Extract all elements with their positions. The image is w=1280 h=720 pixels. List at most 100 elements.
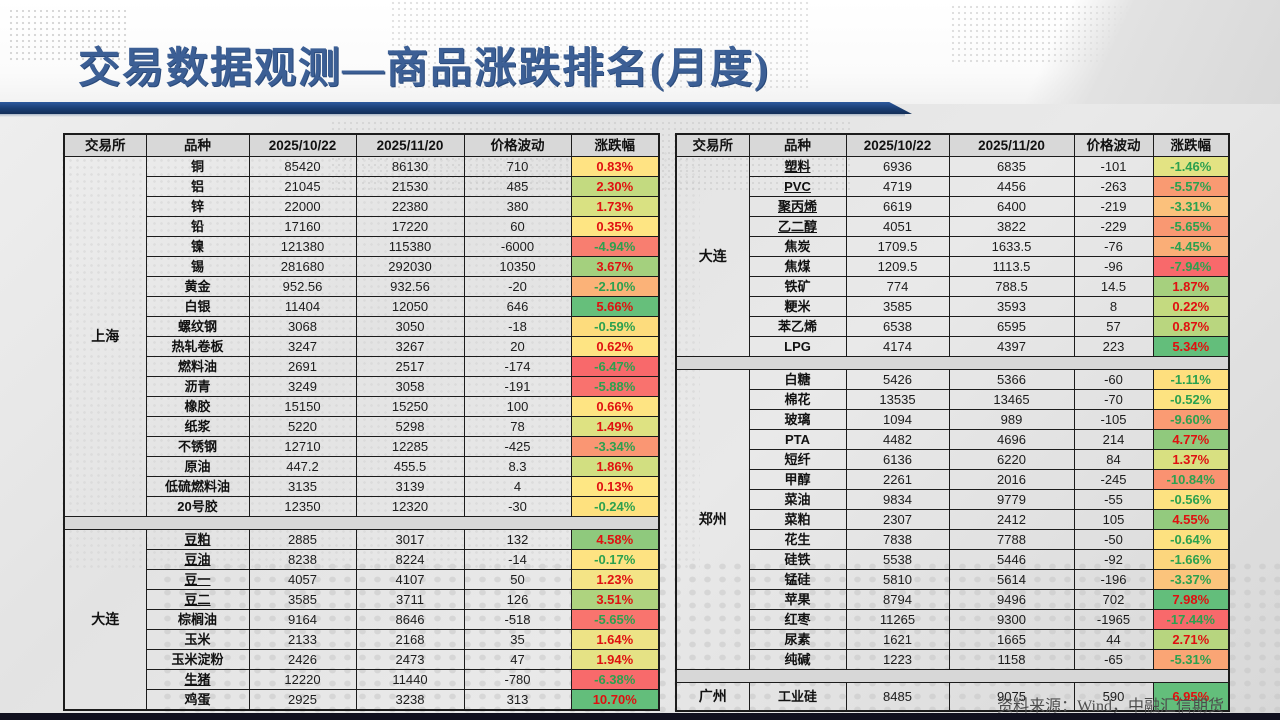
- commodity-name: 生猪: [145, 669, 250, 690]
- price-change: -219: [1073, 196, 1154, 217]
- pct-change-cell: -4.94%: [570, 236, 660, 257]
- pct-change-cell: 3.51%: [570, 589, 660, 610]
- commodity-name: 螺纹钢: [145, 316, 250, 337]
- column-header: 2025/11/20: [948, 133, 1075, 157]
- pct-change-cell: -6.38%: [570, 669, 660, 690]
- price-end: 2168: [355, 629, 465, 650]
- price-change: 50: [463, 569, 572, 590]
- price-change: 313: [463, 689, 572, 711]
- table-row: 橡胶 15150 15250 100 0.66%: [64, 396, 660, 417]
- pct-change-cell: -17.44%: [1152, 609, 1230, 630]
- commodity-name: 20号胶: [145, 496, 250, 517]
- price-end: 21530: [355, 176, 465, 197]
- table-row: 沥青 3249 3058 -191 -5.88%: [64, 376, 660, 397]
- price-end: 15250: [355, 396, 465, 417]
- table-row: 锡 281680 292030 10350 3.67%: [64, 256, 660, 277]
- commodity-name: 不锈钢: [145, 436, 250, 457]
- price-change: 44: [1073, 629, 1154, 650]
- commodity-name: 硅铁: [748, 549, 847, 570]
- price-end: 6595: [948, 316, 1075, 337]
- price-change: 8.3: [463, 456, 572, 477]
- pct-change-cell: -0.52%: [1152, 389, 1230, 410]
- table-row: 鸡蛋 2925 3238 313 10.70%: [64, 689, 660, 711]
- pct-change-cell: 0.62%: [570, 336, 660, 357]
- price-change: 223: [1073, 336, 1154, 357]
- price-end: 989: [948, 409, 1075, 430]
- price-start: 12350: [248, 496, 357, 517]
- section-separator: [63, 516, 660, 530]
- pct-change-cell: 2.30%: [570, 176, 660, 197]
- price-start: 6936: [845, 156, 950, 177]
- table-row: 玉米 2133 2168 35 1.64%: [64, 629, 660, 650]
- commodity-name: 热轧卷板: [145, 336, 250, 357]
- price-end: 8224: [355, 549, 465, 570]
- table-row: LPG 4174 4397 223 5.34%: [676, 336, 1230, 357]
- commodity-name: 短纤: [748, 449, 847, 470]
- pct-change-cell: 1.23%: [570, 569, 660, 590]
- price-change: -101: [1073, 156, 1154, 177]
- pct-change-cell: 3.67%: [570, 256, 660, 277]
- commodity-name: 纯碱: [748, 649, 847, 670]
- table-row: 菜油 9834 9779 -55 -0.56%: [676, 489, 1230, 510]
- commodity-name: 白银: [145, 296, 250, 317]
- table-row: 棕榈油 9164 8646 -518 -5.65%: [64, 609, 660, 630]
- pct-change-cell: 7.98%: [1152, 589, 1230, 610]
- commodity-name: 乙二醇: [748, 216, 847, 237]
- price-end: 2473: [355, 649, 465, 670]
- commodity-name: 菜粕: [748, 509, 847, 530]
- table-row: 菜粕 2307 2412 105 4.55%: [676, 509, 1230, 530]
- table-row: PVC 4719 4456 -263 -5.57%: [676, 176, 1230, 197]
- price-start: 4051: [845, 216, 950, 237]
- column-header: 交易所: [675, 133, 750, 157]
- pct-change-cell: -0.56%: [1152, 489, 1230, 510]
- commodity-name: 铝: [145, 176, 250, 197]
- pct-change-cell: -0.59%: [570, 316, 660, 337]
- price-change: 132: [463, 529, 572, 550]
- pct-change-cell: 10.70%: [570, 689, 660, 711]
- commodity-name: 玉米: [145, 629, 250, 650]
- price-end: 1633.5: [948, 236, 1075, 257]
- price-end: 3711: [355, 589, 465, 610]
- table-row: 铅 17160 17220 60 0.35%: [64, 216, 660, 237]
- price-change: 14.5: [1073, 276, 1154, 297]
- price-start: 3249: [248, 376, 357, 397]
- price-start: 17160: [248, 216, 357, 237]
- price-start: 281680: [248, 256, 357, 277]
- commodity-name: 苹果: [748, 589, 847, 610]
- price-start: 85420: [248, 156, 357, 177]
- price-change: 710: [463, 156, 572, 177]
- header-dot-grid-center: [390, 0, 810, 92]
- price-end: 788.5: [948, 276, 1075, 297]
- price-end: 13465: [948, 389, 1075, 410]
- commodity-name: 铁矿: [748, 276, 847, 297]
- price-change: -1965: [1073, 609, 1154, 630]
- price-start: 1709.5: [845, 236, 950, 257]
- price-change: 4: [463, 476, 572, 497]
- price-change: -245: [1073, 469, 1154, 490]
- header-dot-grid-left: [8, 8, 128, 62]
- table-row: 短纤 6136 6220 84 1.37%: [676, 449, 1230, 470]
- exchange-cell: 大连: [675, 156, 750, 357]
- price-change: -425: [463, 436, 572, 457]
- table-row: 白银 11404 12050 646 5.66%: [64, 296, 660, 317]
- price-change: -70: [1073, 389, 1154, 410]
- pct-change-cell: 0.35%: [570, 216, 660, 237]
- price-change: -18: [463, 316, 572, 337]
- table-row: 尿素 1621 1665 44 2.71%: [676, 629, 1230, 650]
- commodity-name: 甲醇: [748, 469, 847, 490]
- commodity-name: 聚丙烯: [748, 196, 847, 217]
- table-row: 黄金 952.56 932.56 -20 -2.10%: [64, 276, 660, 297]
- price-change: 84: [1073, 449, 1154, 470]
- pct-change-cell: -4.45%: [1152, 236, 1230, 257]
- table-row: 聚丙烯 6619 6400 -219 -3.31%: [676, 196, 1230, 217]
- price-end: 1665: [948, 629, 1075, 650]
- pct-change-cell: 0.66%: [570, 396, 660, 417]
- price-change: 47: [463, 649, 572, 670]
- table-row: 苯乙烯 6538 6595 57 0.87%: [676, 316, 1230, 337]
- price-change: 20: [463, 336, 572, 357]
- commodity-name: 红枣: [748, 609, 847, 630]
- price-start: 6619: [845, 196, 950, 217]
- price-start: 8794: [845, 589, 950, 610]
- commodity-name: PTA: [748, 429, 847, 450]
- table-row: 广州 工业硅 8485 9075 590 6.95%: [675, 682, 1230, 712]
